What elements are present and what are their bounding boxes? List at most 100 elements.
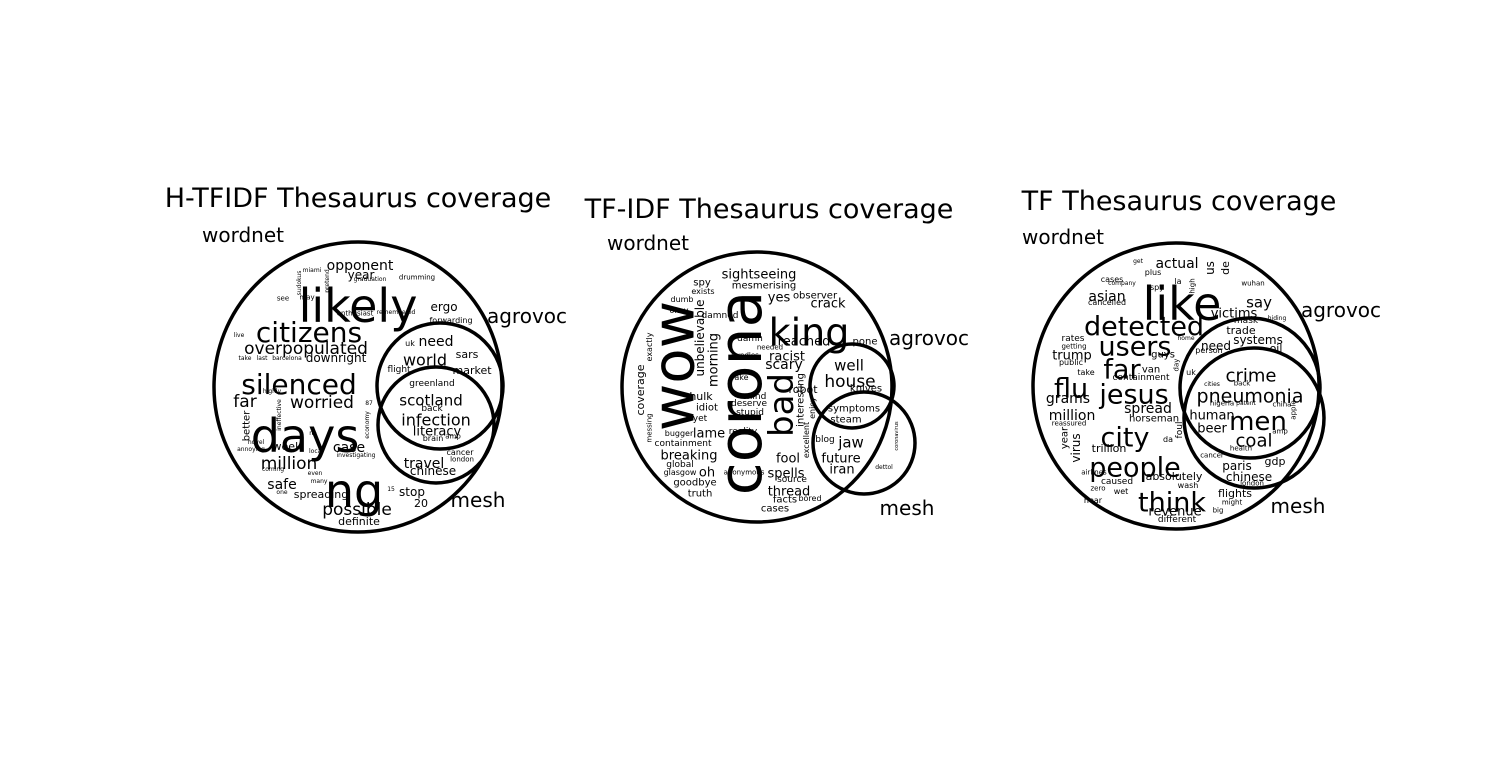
word-enjoy: enjoy (808, 397, 817, 419)
word-apple: apple (1289, 400, 1297, 419)
word-coronavirus: coronavirus (894, 421, 900, 451)
word-day: day (1172, 359, 1180, 372)
word-city: city (1101, 422, 1150, 453)
word-cases: cases (1101, 275, 1124, 284)
word-worried: worried (290, 393, 354, 413)
word-cities: cities (1204, 381, 1220, 388)
word-take: take (239, 355, 252, 362)
word-overpopulated: overpopulated (244, 339, 368, 359)
word-getting: getting (1061, 342, 1086, 350)
word-us: us (1203, 261, 1217, 275)
word-big: big (1213, 506, 1224, 514)
word-oh: oh (699, 466, 715, 481)
word-deserve: deserve (731, 399, 768, 409)
word-china: china (1273, 400, 1292, 408)
word-year: year (348, 268, 375, 282)
word-messing: messing (645, 413, 653, 442)
word-home: home (1177, 335, 1194, 342)
word-exists: exists (691, 287, 714, 296)
word-grams: grams (1046, 391, 1090, 407)
word-different: different (1158, 515, 1197, 525)
word-jaw: jaw (837, 433, 864, 451)
word-beer: beer (1197, 422, 1227, 437)
word-mask: mask (1234, 316, 1259, 326)
set-label-mesh: mesh (880, 496, 935, 520)
word-high: high (1188, 278, 1196, 293)
word-da: da (1163, 435, 1173, 444)
word-glasgow: glasgow (664, 468, 697, 477)
word-downright: downright (306, 351, 367, 365)
venn-circle-agrovoc (375, 321, 505, 451)
word-paris: paris (1222, 459, 1252, 473)
word-systems: systems (1233, 333, 1283, 347)
word-pretend: pretend (324, 269, 331, 293)
word-caused: caused (1101, 477, 1133, 487)
panel-tf: TF Thesaurus coverage wordnet agrovoc me… (1021, 186, 1381, 531)
word-days: days (251, 409, 360, 463)
word-amp: amp (445, 432, 461, 440)
set-label-agrovoc: agrovoc (889, 326, 969, 350)
venn-circle-mesh (1182, 346, 1326, 490)
word-public: public (1059, 358, 1083, 367)
word-infection: infection (401, 411, 471, 430)
word-spells: spells (767, 467, 804, 482)
word-week: week (273, 440, 303, 453)
word-virus: virus (1069, 433, 1083, 462)
word-well: well (834, 356, 864, 374)
word-back: back (421, 404, 443, 414)
word-remembered: remembered (377, 309, 416, 316)
word-facts: facts (773, 495, 797, 506)
word-spy: spy (1150, 283, 1164, 292)
word-asian: asian (1088, 289, 1125, 305)
word-knives: knives (850, 384, 882, 395)
word-van: van (1142, 365, 1160, 376)
word-users: users (1099, 331, 1172, 362)
word-bugger: bugger (665, 429, 694, 438)
word-spreading: spreading (294, 488, 349, 501)
word-barcelona: barcelona (272, 355, 302, 362)
word-highly: highly (263, 388, 282, 395)
word-take: take (1077, 368, 1094, 377)
word-de: de (1219, 261, 1232, 275)
word-interesting: interesting (796, 373, 807, 427)
word-airlines: airlines (1081, 468, 1107, 476)
word-yes: yes (768, 291, 791, 306)
word-87: 87 (365, 400, 373, 407)
word-hulk: hulk (689, 390, 713, 403)
word-scotland: scotland (399, 391, 463, 409)
set-label-agrovoc: agrovoc (1301, 298, 1381, 322)
word-many: many (311, 478, 328, 485)
word-bad: bad (762, 373, 802, 437)
word-20: 20 (414, 497, 428, 510)
word-world: world (403, 351, 447, 370)
word-reassured: reassured (1052, 419, 1087, 427)
word-patent: patent (1236, 400, 1256, 407)
set-label-wordnet: wordnet (1022, 225, 1104, 249)
word-get: get (1133, 258, 1144, 265)
set-label-wordnet: wordnet (202, 223, 284, 247)
word-local: local (309, 448, 323, 455)
word-cancer: cancer (447, 448, 475, 457)
word-see: see (277, 294, 289, 302)
venn-circle-wordnet (620, 250, 894, 524)
word-last: last (257, 355, 268, 362)
word-dumb: dumb (670, 295, 693, 304)
word-year: year (1060, 426, 1071, 449)
word-dettol: dettol (875, 464, 893, 471)
word-containment: containment (655, 439, 712, 449)
word-trillion: trillion (1092, 442, 1127, 455)
word-observer: observer (793, 291, 838, 302)
word-chinese: chinese (1226, 470, 1272, 484)
word-ineffective: ineffective (276, 399, 283, 431)
word-okay: okay (669, 306, 688, 315)
word-truth: truth (688, 489, 713, 500)
venn-circle-mesh (811, 390, 917, 496)
word-opponent: opponent (327, 258, 394, 274)
word-investigating: investigating (337, 452, 376, 459)
word-enthusiast: enthusiast (337, 309, 374, 317)
word-person: person (1195, 346, 1222, 355)
word-may: may (299, 293, 314, 301)
word-need: need (1201, 339, 1231, 353)
word-actual: actual (1155, 256, 1198, 272)
panel-title: TF Thesaurus coverage (1021, 186, 1337, 217)
